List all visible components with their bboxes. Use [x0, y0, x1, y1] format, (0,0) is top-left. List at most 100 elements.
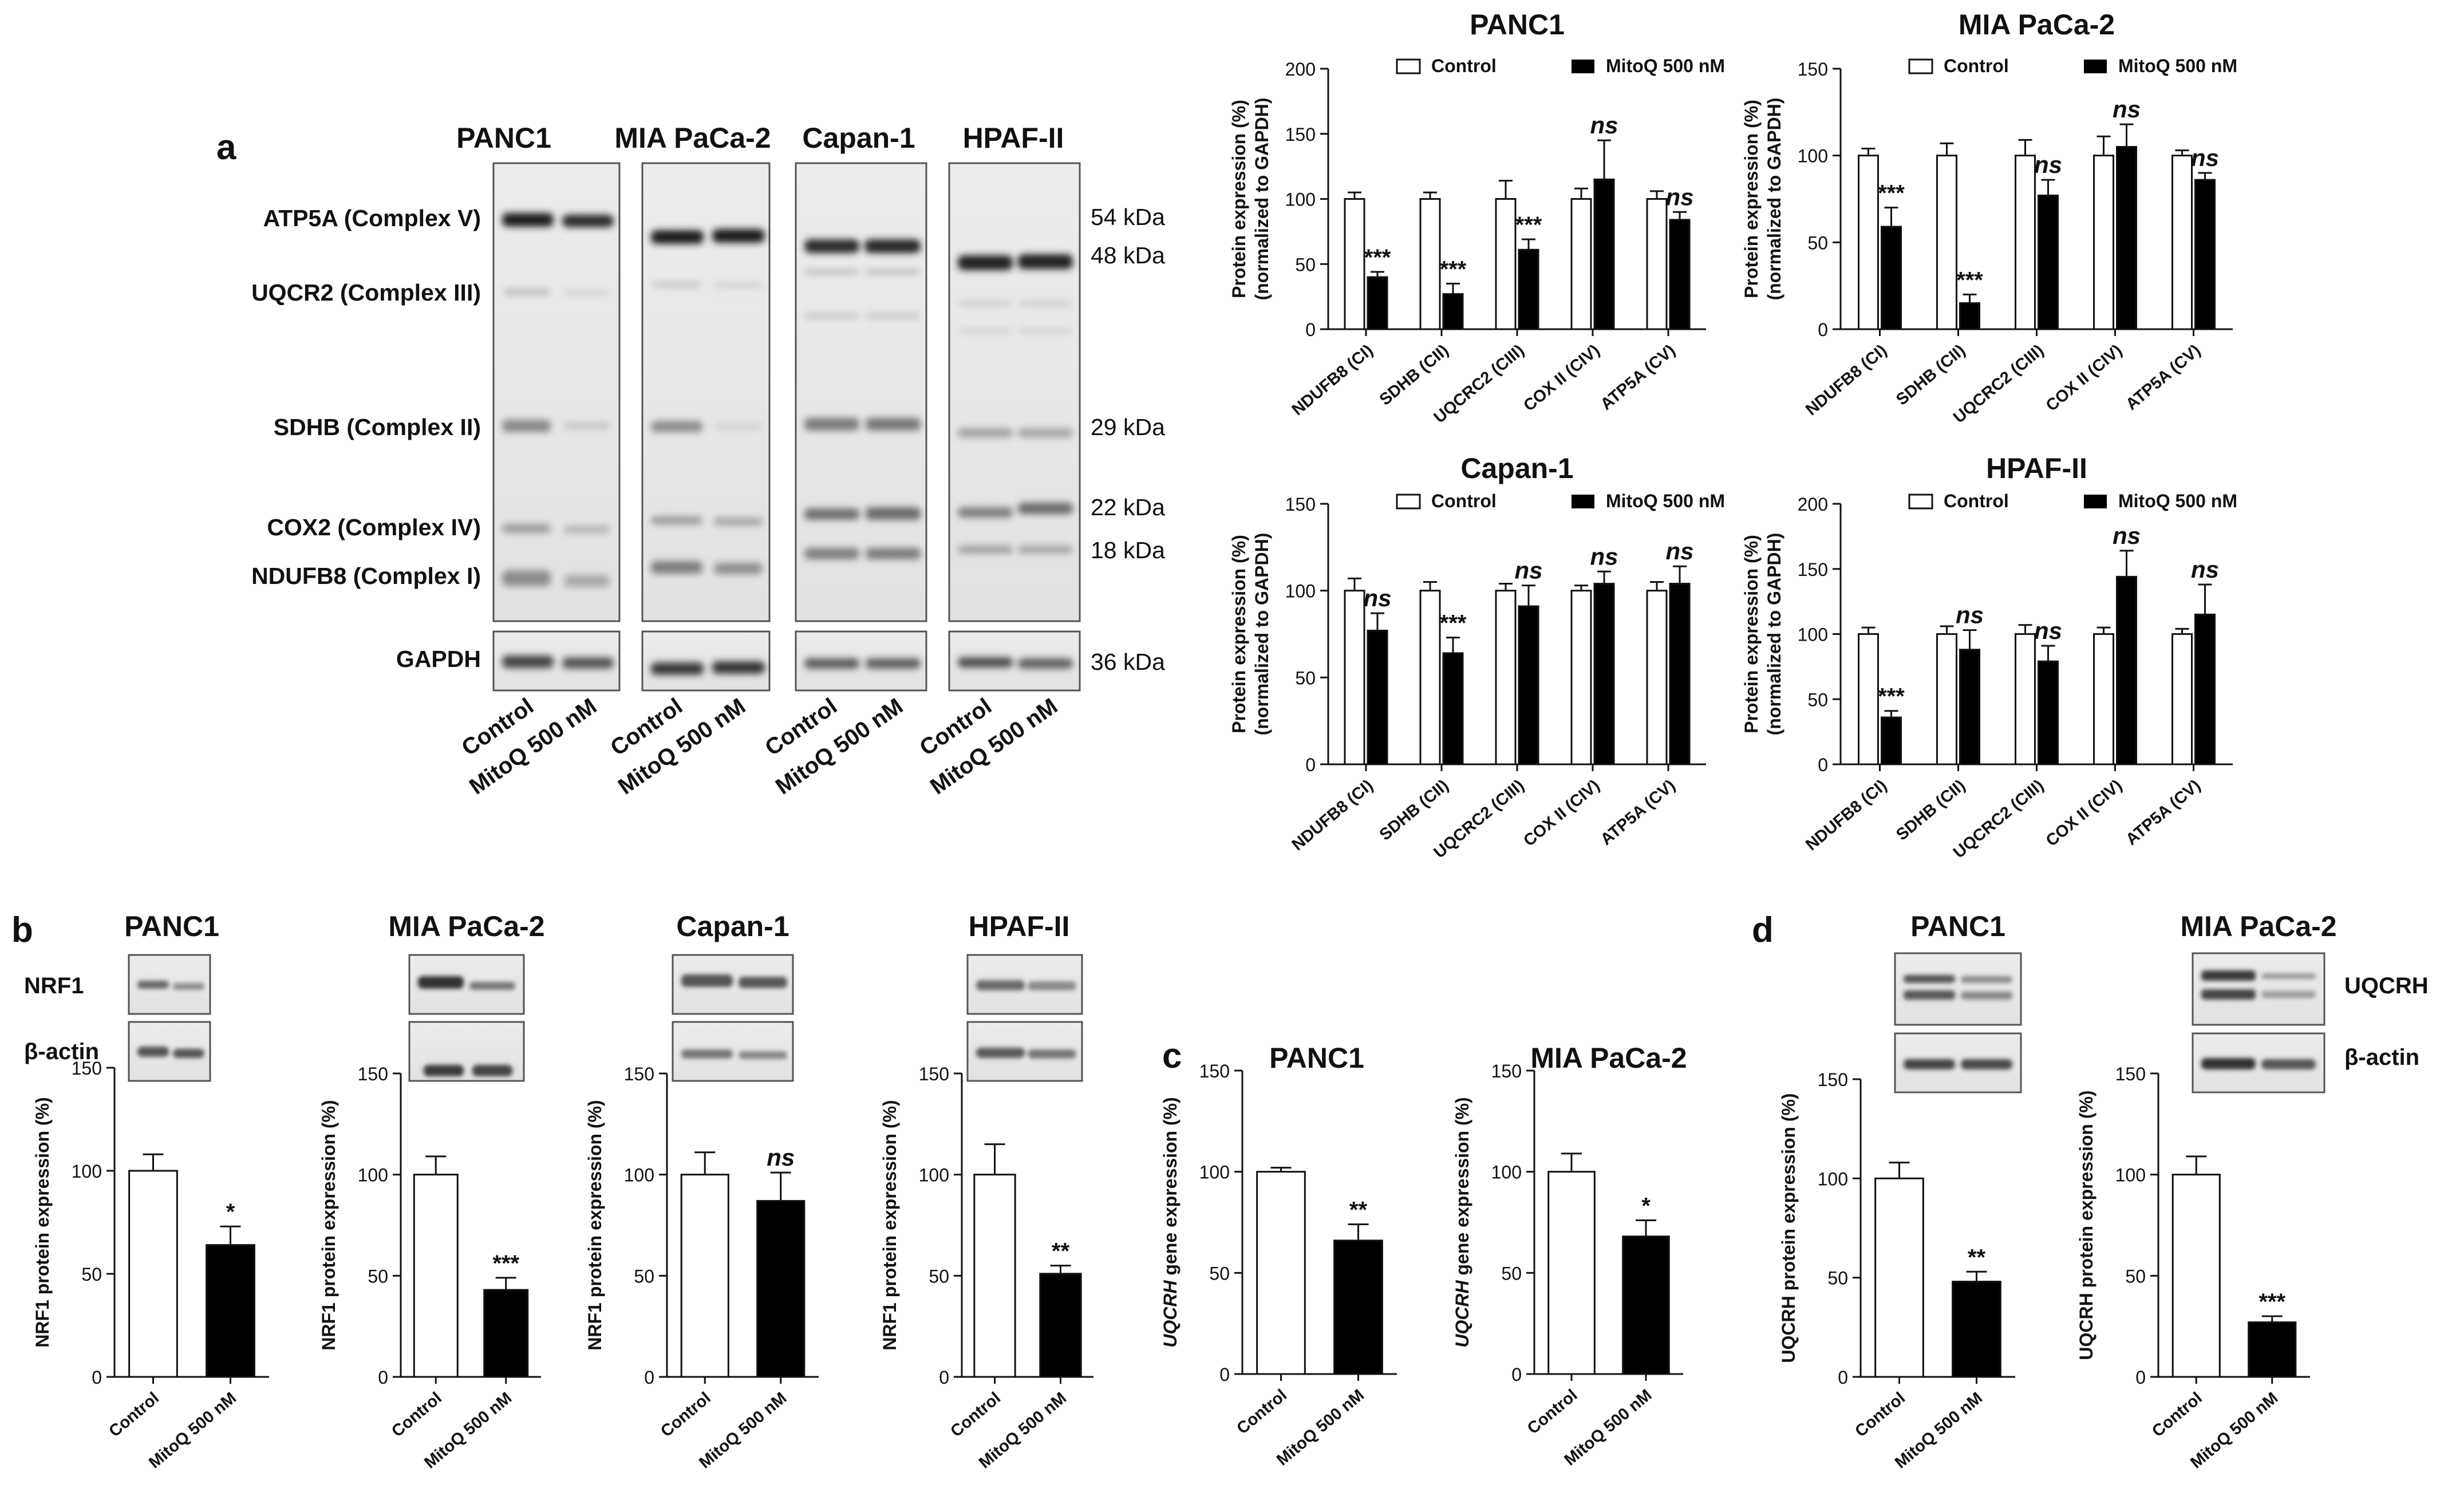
y-tick-label: 100 [624, 1165, 654, 1186]
bar-control [1936, 155, 1957, 330]
y-axis-label-2: (normalized to GAPDH) [1251, 533, 1272, 736]
y-axis-label: Protein expression (%) [1229, 535, 1249, 733]
gapdh-box-miapaca2 [641, 630, 771, 692]
blot-d-mia-uqcrh [2192, 952, 2325, 1026]
y-tick-label: 100 [1285, 190, 1316, 210]
x-tick-label: COX II (CIV) [1520, 341, 1603, 415]
y-tick-label: 100 [1285, 581, 1316, 602]
bar-mitoq [2116, 575, 2137, 765]
legend-swatch-mitoq [1572, 495, 1594, 508]
y-tick-label: 50 [929, 1266, 949, 1286]
x-tick-label: NDUFB8 (CI) [1289, 341, 1377, 419]
x-tick-label: ATP5A (CV) [2122, 776, 2204, 849]
bar-control [2171, 155, 2193, 330]
bar-mitoq [1669, 583, 1691, 765]
bar-mitoq [2248, 1321, 2297, 1378]
bar-control [1858, 633, 1879, 765]
y-axis-label: Protein expression (%) [1741, 100, 1762, 298]
legend-label-mitoq: MitoQ 500 nM [2118, 56, 2237, 76]
blot-b-title-2: Capan-1 [676, 910, 789, 942]
significance-label: ns [1665, 183, 1693, 210]
y-tick-label: 0 [1838, 1367, 1848, 1388]
bar-control [1936, 633, 1957, 765]
y-tick-label: 50 [634, 1266, 654, 1286]
blot-a-title-hpafii: HPAF-II [963, 122, 1064, 154]
chart-a-mia-paca-2: 0 50 100 150 Protein expression (%) (normaliz… [1741, 9, 2237, 427]
significance-label: ns [2034, 151, 2062, 178]
y-tick-label: 150 [1818, 1069, 1848, 1090]
blot-d-title-0: PANC1 [1910, 910, 2005, 942]
y-tick-label: 100 [1199, 1162, 1230, 1183]
chart-title: MIA PaCa-2 [1530, 1042, 1687, 1074]
y-tick-label: 100 [72, 1161, 102, 1182]
y-tick-label: 0 [1818, 319, 1828, 340]
bar-control [1874, 1177, 1924, 1378]
significance-label: ns [767, 1144, 795, 1171]
significance-label: ns [2113, 96, 2141, 123]
y-tick-label: 100 [1798, 146, 1828, 167]
y-tick-label: 100 [2115, 1165, 2146, 1186]
y-tick-label: 0 [939, 1367, 949, 1388]
blot-b-row-actin: β-actin [24, 1039, 99, 1064]
bar-mitoq [2116, 146, 2137, 330]
significance-label: ns [1956, 602, 1984, 629]
x-tick-label: COX II (CIV) [2043, 776, 2126, 850]
bar-mitoq [1881, 226, 1902, 330]
significance-label: *** [1878, 181, 1905, 206]
x-tick-label: COX II (CIV) [2043, 341, 2126, 415]
y-axis-label: NRF1 protein expression (%) [879, 1100, 900, 1350]
chart-title: MIA PaCa-2 [1959, 9, 2115, 41]
y-tick-label: 0 [1818, 755, 1828, 775]
kda-36: 36 kDa [1091, 649, 1165, 675]
legend-label-mitoq: MitoQ 500 nM [2118, 491, 2237, 511]
bar-control [2171, 633, 2193, 765]
bar-mitoq [1959, 649, 1980, 765]
legend-label-mitoq: MitoQ 500 nM [1606, 491, 1725, 511]
bar-control [1646, 590, 1668, 765]
significance-label: ns [2191, 556, 2219, 583]
x-tick-label: ATP5A (CV) [1597, 341, 1679, 414]
y-tick-label: 0 [644, 1367, 654, 1388]
bar-control [1495, 198, 1517, 330]
y-tick-label: 50 [1807, 232, 1828, 253]
y-tick-label: 100 [919, 1165, 949, 1186]
panel-label-a: a [216, 128, 236, 167]
y-tick-label: 200 [1285, 59, 1316, 80]
y-axis-label: UQCRH protein expression (%) [2076, 1090, 2096, 1360]
y-axis-label: UQCRH protein expression (%) [1778, 1093, 1799, 1363]
blot-b-title-0: PANC1 [124, 910, 219, 942]
bar-mitoq [206, 1244, 255, 1378]
bar-mitoq [2038, 194, 2059, 330]
y-axis-label: NRF1 protein expression (%) [318, 1100, 339, 1350]
bar-mitoq [756, 1200, 806, 1378]
bar-control [1256, 1171, 1306, 1375]
legend-label-mitoq: MitoQ 500 nM [1606, 56, 1725, 76]
bar-control [2093, 155, 2114, 330]
bar-control [1495, 590, 1517, 765]
y-tick-label: 200 [1798, 494, 1828, 515]
blot-a-title-capan1: Capan-1 [802, 122, 915, 154]
significance-label: ns [2191, 144, 2219, 171]
y-tick-label: 150 [72, 1058, 102, 1079]
chart-c-mia-paca-2: 0 50 100 150 UQCRH gene expression (%) MIA Pa… [1452, 1042, 1687, 1470]
y-tick-label: 0 [378, 1367, 388, 1388]
significance-label: ns [1363, 585, 1391, 611]
blot-box-hpafii [948, 162, 1081, 622]
x-tick-label: Control [2149, 1389, 2206, 1441]
bar-control [413, 1174, 459, 1378]
x-tick-label: SDHB (CII) [1893, 341, 1969, 409]
chart-title: HPAF-II [1986, 452, 2087, 484]
legend-swatch-control [1396, 58, 1421, 74]
bar-mitoq [1518, 248, 1539, 330]
significance-label: ** [1349, 1198, 1368, 1223]
kda-54: 54 kDa [1091, 204, 1165, 230]
y-tick-label: 50 [81, 1264, 102, 1285]
bar-control [1570, 590, 1592, 765]
kda-29: 29 kDa [1091, 414, 1165, 440]
blot-d-title-1: MIA PaCa-2 [2180, 910, 2336, 942]
significance-label: *** [1440, 611, 1467, 636]
y-axis-label-2: (normalized to GAPDH) [1764, 98, 1784, 301]
y-tick-label: 0 [92, 1367, 102, 1388]
bar-mitoq [1959, 302, 1980, 330]
y-axis-label-2: (normalized to GAPDH) [1251, 98, 1272, 301]
